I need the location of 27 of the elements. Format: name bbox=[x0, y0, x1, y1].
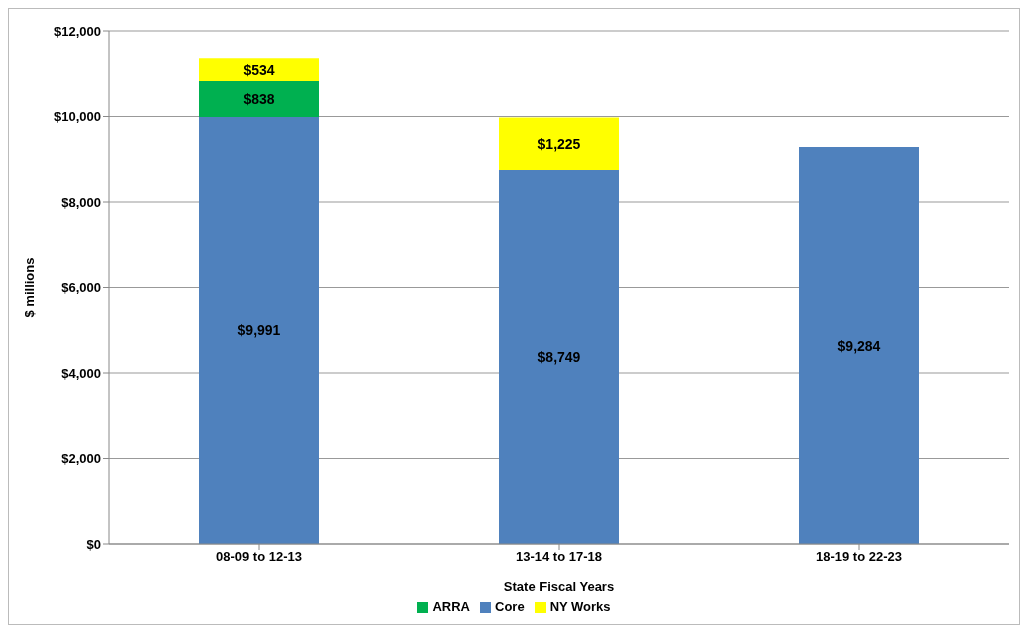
bar bbox=[199, 116, 319, 544]
x-axis-title: State Fiscal Years bbox=[503, 579, 615, 594]
data-label: $838 bbox=[243, 90, 275, 107]
x-tick-label: 08-09 to 12-13 bbox=[216, 549, 302, 565]
y-tick-label: $12,000 bbox=[54, 23, 101, 39]
data-label: $9,284 bbox=[837, 337, 881, 354]
bar bbox=[499, 117, 619, 170]
y-tick-label: $6,000 bbox=[61, 280, 101, 296]
data-label: $1,225 bbox=[537, 135, 581, 152]
bar bbox=[199, 58, 319, 82]
y-tick-label: $2,000 bbox=[61, 451, 101, 467]
legend-label: Core bbox=[495, 599, 525, 614]
legend-label: NY Works bbox=[549, 599, 611, 614]
legend-label: ARRA bbox=[432, 599, 470, 614]
bar bbox=[799, 147, 919, 544]
bar bbox=[199, 81, 319, 117]
y-tick-label: $0 bbox=[86, 536, 101, 552]
y-axis-title: $ millions bbox=[21, 257, 37, 318]
bar bbox=[499, 169, 619, 544]
data-label: $534 bbox=[243, 61, 275, 78]
data-label: $8,749 bbox=[537, 348, 581, 365]
x-tick-label: 13-14 to 17-18 bbox=[516, 549, 602, 565]
y-tick-label: $4,000 bbox=[61, 365, 101, 381]
y-tick-label: $10,000 bbox=[54, 109, 101, 125]
x-tick-label: 18-19 to 22-23 bbox=[816, 549, 902, 565]
y-tick-label: $8,000 bbox=[61, 194, 101, 210]
data-label: $9,991 bbox=[237, 322, 281, 339]
